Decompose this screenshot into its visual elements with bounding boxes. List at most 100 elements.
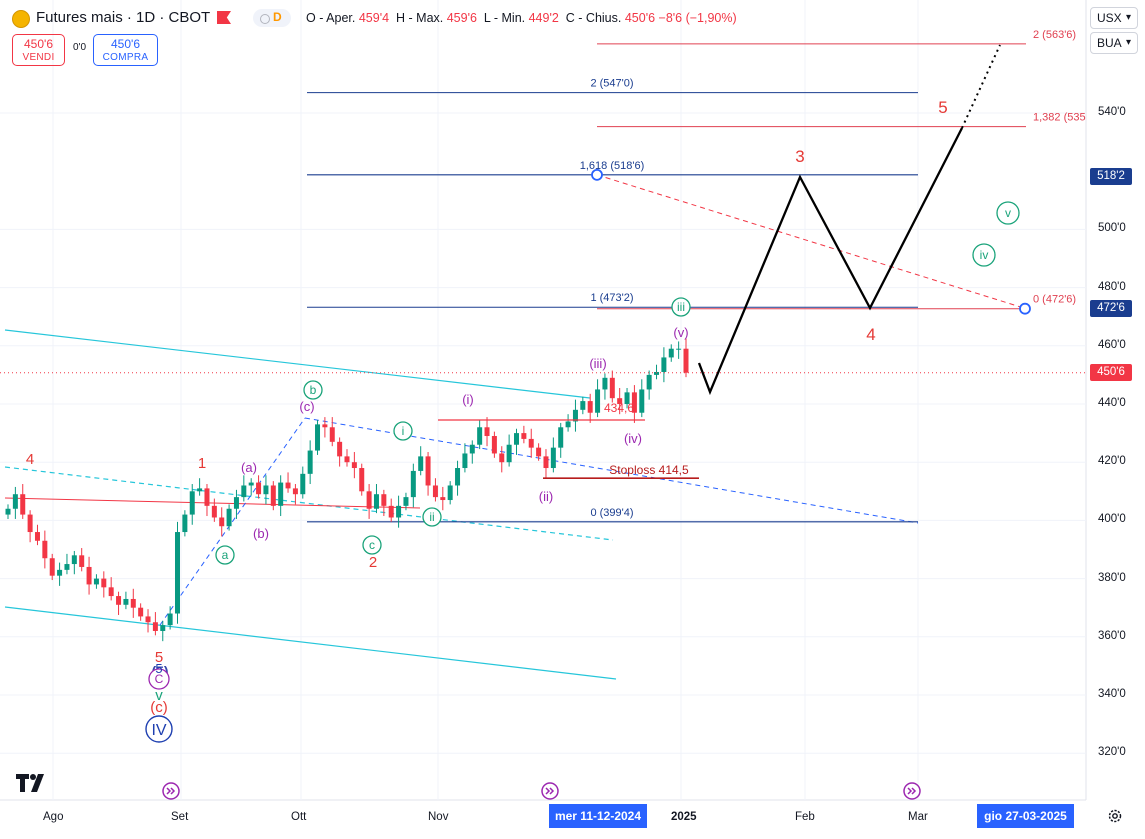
wave-label-green-ring	[671, 297, 691, 317]
projection-dotted-path	[961, 44, 1001, 129]
candle-body	[683, 348, 689, 373]
buy-button[interactable]: 450'6 COMPRA	[93, 34, 158, 66]
candle-body	[373, 494, 379, 509]
candle-body	[381, 494, 387, 506]
currency-selector[interactable]: USX ▾	[1090, 7, 1138, 29]
fib-anchor-handle	[1019, 302, 1031, 315]
candle-body	[101, 578, 107, 588]
candle-body	[226, 508, 232, 527]
candle-body	[595, 389, 601, 413]
close-label: C	[565, 11, 575, 25]
sell-button[interactable]: 450'6 VENDI	[12, 34, 65, 66]
low-label: L	[483, 11, 491, 25]
candle-body	[654, 371, 660, 375]
candle-body	[64, 564, 70, 570]
currency-label: USX	[1097, 11, 1122, 25]
candle-body	[152, 622, 158, 631]
price-tick-label: 480'0	[1098, 280, 1126, 293]
wave-label-green-ring	[996, 201, 1020, 225]
wave-label-purple: (v)	[673, 325, 688, 340]
unit-label: BUA	[1097, 36, 1122, 50]
price-tick-label: 440'0	[1098, 397, 1126, 409]
candle-body	[5, 508, 11, 515]
candle-body	[499, 453, 505, 463]
candle-body	[130, 598, 136, 608]
candle-body	[27, 514, 33, 533]
candle-body	[631, 392, 637, 413]
wave-label-green: a	[222, 548, 229, 562]
candle-body	[292, 488, 298, 495]
candle-body	[425, 456, 431, 486]
wave-label-green-ring	[422, 507, 442, 527]
candle-body	[219, 517, 225, 527]
candle-body	[491, 436, 497, 454]
open-text: - Aper.	[319, 11, 356, 25]
price-tick-label: 360'0	[1098, 629, 1126, 642]
spread-value: 0'0	[73, 42, 87, 53]
candle-body	[366, 491, 372, 509]
candle-body	[344, 456, 350, 463]
candle-body	[624, 392, 630, 404]
symbol-title[interactable]: Futures mais · 1D · CBOT	[36, 9, 211, 26]
unit-selector[interactable]: BUA ▾	[1090, 32, 1138, 54]
projection-path	[697, 127, 964, 396]
candle-body	[432, 485, 438, 498]
stoploss-label: Stoploss 414,5	[609, 463, 689, 477]
candle-body	[440, 497, 446, 501]
candle-body	[285, 482, 291, 489]
close-value: 450'6	[624, 11, 656, 25]
candle-body	[462, 453, 468, 469]
candle-body	[514, 433, 519, 445]
flag-icon[interactable]	[217, 11, 231, 24]
channel-dashed-line	[4, 466, 614, 541]
session-pill[interactable]	[253, 9, 291, 27]
candle-body	[167, 613, 173, 626]
wave-label-red: 4	[866, 325, 875, 344]
fib-diagonal-line	[596, 174, 1027, 310]
candle-body	[543, 456, 549, 469]
candle-body	[396, 505, 402, 518]
time-tick-label: Nov	[428, 811, 449, 823]
candle-body	[661, 357, 667, 372]
interval-badge: D	[273, 10, 282, 24]
wave-label-purple: (iii)	[589, 356, 606, 371]
time-tick-label: Feb	[795, 811, 815, 823]
wave-label-purple: (ii)	[539, 489, 553, 504]
wave-label-red: 3	[795, 147, 804, 166]
change-value: −8'6 (−1,90%)	[658, 11, 737, 25]
corn-futures-icon	[12, 10, 30, 28]
end-date-tag: gio 27-03-2025	[977, 804, 1074, 828]
gear-icon[interactable]	[1107, 808, 1123, 824]
candle-body	[521, 433, 527, 439]
wave-label-green-ring	[215, 545, 235, 565]
candle-body	[123, 598, 129, 605]
candle-body	[116, 596, 122, 605]
candle-body	[20, 494, 26, 515]
candle-body	[79, 555, 85, 567]
wave-label-red: 4	[26, 451, 34, 468]
candle-body	[233, 497, 239, 509]
candle-body	[160, 625, 166, 631]
candle-body	[182, 514, 188, 533]
candle-body	[197, 488, 203, 492]
candle-body	[175, 532, 180, 614]
price-tick-label: 460'0	[1098, 338, 1126, 351]
candle-body	[278, 482, 284, 506]
price-tick-label: 400'0	[1098, 513, 1126, 526]
tradingview-logo[interactable]	[16, 774, 48, 792]
candle-body	[108, 587, 114, 597]
wave-label-purple: (c)	[299, 399, 314, 414]
event-marker-icon[interactable]	[903, 782, 921, 800]
candle-body	[270, 485, 276, 506]
candle-body	[506, 444, 512, 463]
last-price-tag: 450'6	[1090, 364, 1132, 382]
candle-body	[34, 532, 40, 541]
support-line	[4, 497, 421, 509]
fib-level-label-red: 2 (563'6)	[1033, 29, 1076, 41]
event-marker-icon[interactable]	[541, 782, 559, 800]
ohlc-legend: O - Aper. 459'4 H - Max. 459'6 L - Min. …	[306, 11, 737, 25]
event-marker-icon[interactable]	[162, 782, 180, 800]
wave-label-purple: (b)	[253, 526, 269, 541]
